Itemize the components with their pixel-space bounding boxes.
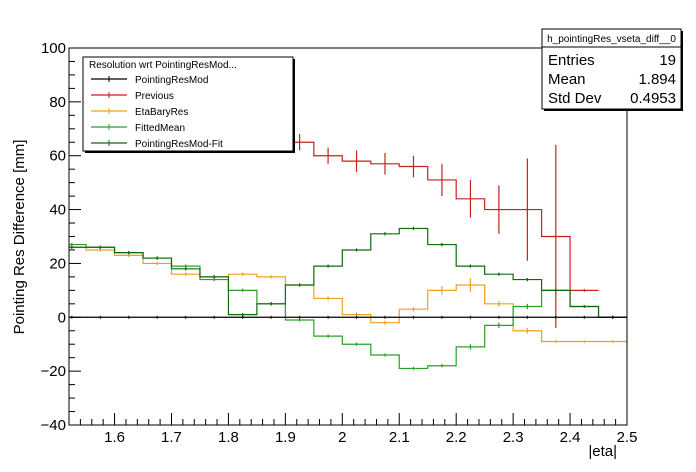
- x-tick-label: 1.9: [275, 429, 296, 446]
- stats-frame: [541, 28, 682, 110]
- stats-box: h_pointingRes_vseta_diff__0 Entries 19 Mean…: [541, 28, 683, 111]
- stats-value: 1.894: [638, 71, 676, 88]
- legend-entry: PointingResMod: [135, 75, 208, 86]
- x-tick-label: 1.6: [104, 429, 125, 446]
- x-tick-label: 2.5: [617, 429, 638, 446]
- series-pointingresmod-fit: [69, 226, 627, 319]
- y-tick-label: 40: [49, 202, 66, 219]
- stats-label: Entries: [548, 52, 595, 69]
- y-tick-label: 100: [41, 40, 66, 57]
- x-tick-label: 2: [338, 429, 346, 446]
- axes: 1.6 1.7 1.8 1.9 2 2.1 2.2 2.3 2.4 2.5 −40 −20 0 20 40 6…: [41, 40, 638, 446]
- legend-title: Resolution wrt PointingResMod...: [89, 60, 237, 71]
- x-tick-label: 2.4: [560, 429, 581, 446]
- y-axis-label: Pointing Res Difference [mm]: [11, 140, 28, 335]
- plot-area: [69, 134, 627, 371]
- stats-label: Std Dev: [548, 90, 602, 107]
- x-tick-label: 2.3: [503, 429, 524, 446]
- x-tick-label: 1.7: [161, 429, 182, 446]
- series-step-line: [285, 141, 599, 291]
- series-pointingresmod: [69, 315, 627, 319]
- legend-entry: FittedMean: [135, 123, 185, 134]
- x-tick-label: 1.8: [218, 429, 239, 446]
- stats-value: 19: [659, 52, 676, 69]
- x-axis-label: |eta|: [588, 443, 617, 460]
- series-previous: [285, 134, 599, 329]
- y-tick-label: −20: [41, 363, 66, 380]
- y-tick-label: 0: [58, 309, 66, 326]
- x-tick-label: 2.2: [446, 429, 467, 446]
- stats-value: 0.4953: [630, 90, 676, 107]
- legend-entry: EtaBaryRes: [135, 107, 188, 118]
- stats-title: h_pointingRes_vseta_diff__0: [547, 34, 676, 45]
- legend-box: [82, 56, 294, 152]
- y-tick-label: −40: [41, 417, 66, 434]
- legend-entry: Previous: [135, 91, 174, 102]
- legend: Resolution wrt PointingResMod... Pointing…: [82, 56, 295, 153]
- legend-entry: PointingResMod-Fit: [135, 139, 223, 150]
- x-tick-label: 2.1: [389, 429, 410, 446]
- y-tick-label: 60: [49, 148, 66, 165]
- stats-label: Mean: [548, 71, 586, 88]
- y-tick-label: 80: [49, 94, 66, 111]
- y-tick-label: 20: [49, 255, 66, 272]
